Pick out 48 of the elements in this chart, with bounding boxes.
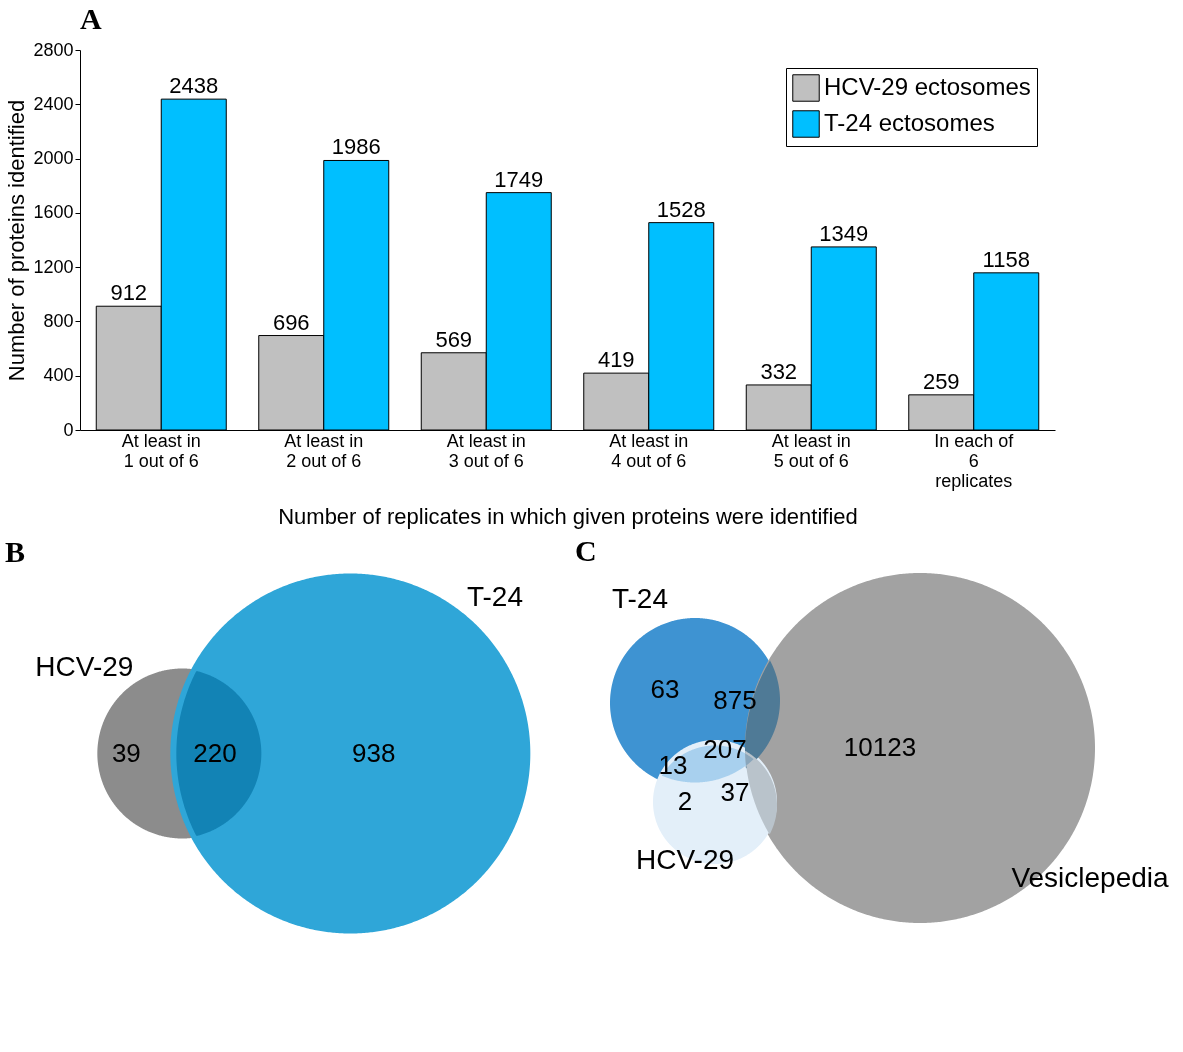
text: HCV-29 bbox=[35, 651, 134, 682]
data-label: 419 bbox=[597, 347, 635, 373]
chart-title: A bbox=[80, 2, 102, 35]
data-label: 569 bbox=[435, 326, 473, 352]
x-tick-label: At least in 2 out of 6 bbox=[284, 430, 364, 471]
x-tick-label: In each of 6 replicates bbox=[934, 430, 1015, 491]
x-tick-label: At least in 5 out of 6 bbox=[771, 430, 851, 471]
y-tick-label: 2800 bbox=[33, 39, 74, 60]
y-tick-label: 2400 bbox=[33, 93, 74, 114]
y-tick-label: 0 bbox=[63, 419, 74, 440]
data-label: 2438 bbox=[169, 73, 219, 99]
data-label: 875 bbox=[713, 685, 757, 716]
legend-label: T-24 ectosomes bbox=[824, 109, 995, 136]
data-label: 1749 bbox=[494, 166, 544, 192]
data-label: 37 bbox=[720, 777, 750, 807]
x-tick-label: At least in 3 out of 6 bbox=[446, 430, 526, 471]
data-label: 220 bbox=[193, 737, 237, 768]
y-tick-label: 400 bbox=[43, 365, 74, 386]
text: B bbox=[5, 534, 26, 568]
text: HCV-29 bbox=[635, 843, 735, 875]
x-tick-label: At least in 1 out of 6 bbox=[121, 430, 201, 471]
data-label: 912 bbox=[110, 280, 148, 306]
data-label: 13 bbox=[658, 750, 688, 780]
data-label: 10123 bbox=[843, 732, 917, 762]
data-label: 696 bbox=[272, 309, 310, 335]
data-label: 207 bbox=[703, 733, 747, 764]
legend-label: HCV-29 ectosomes bbox=[824, 73, 1031, 100]
data-label: 1349 bbox=[819, 220, 869, 246]
y-axis-title: Number of proteins identified bbox=[4, 99, 30, 382]
data-label: 1986 bbox=[331, 134, 381, 160]
data-label: 259 bbox=[922, 368, 960, 394]
data-label: 63 bbox=[650, 673, 680, 704]
x-tick-label: At least in 4 out of 6 bbox=[609, 430, 689, 471]
data-label: 938 bbox=[351, 737, 396, 768]
data-label: 39 bbox=[111, 737, 141, 768]
data-label: 2 bbox=[677, 786, 693, 816]
data-label: 1528 bbox=[656, 196, 706, 222]
y-tick-label: 800 bbox=[43, 310, 74, 331]
y-tick-label: 1200 bbox=[33, 256, 74, 277]
y-tick-label: 1600 bbox=[33, 202, 74, 223]
text: C bbox=[575, 534, 597, 567]
data-label: 332 bbox=[760, 358, 798, 384]
text: T-24 bbox=[466, 580, 524, 612]
x-axis-title: Number of replicates in which given proteins were identified bbox=[278, 503, 858, 529]
text: T-24 bbox=[611, 582, 669, 614]
text: Vesiclepedia bbox=[1011, 861, 1170, 893]
data-label: 1158 bbox=[982, 246, 1030, 272]
y-tick-label: 2000 bbox=[33, 148, 74, 169]
